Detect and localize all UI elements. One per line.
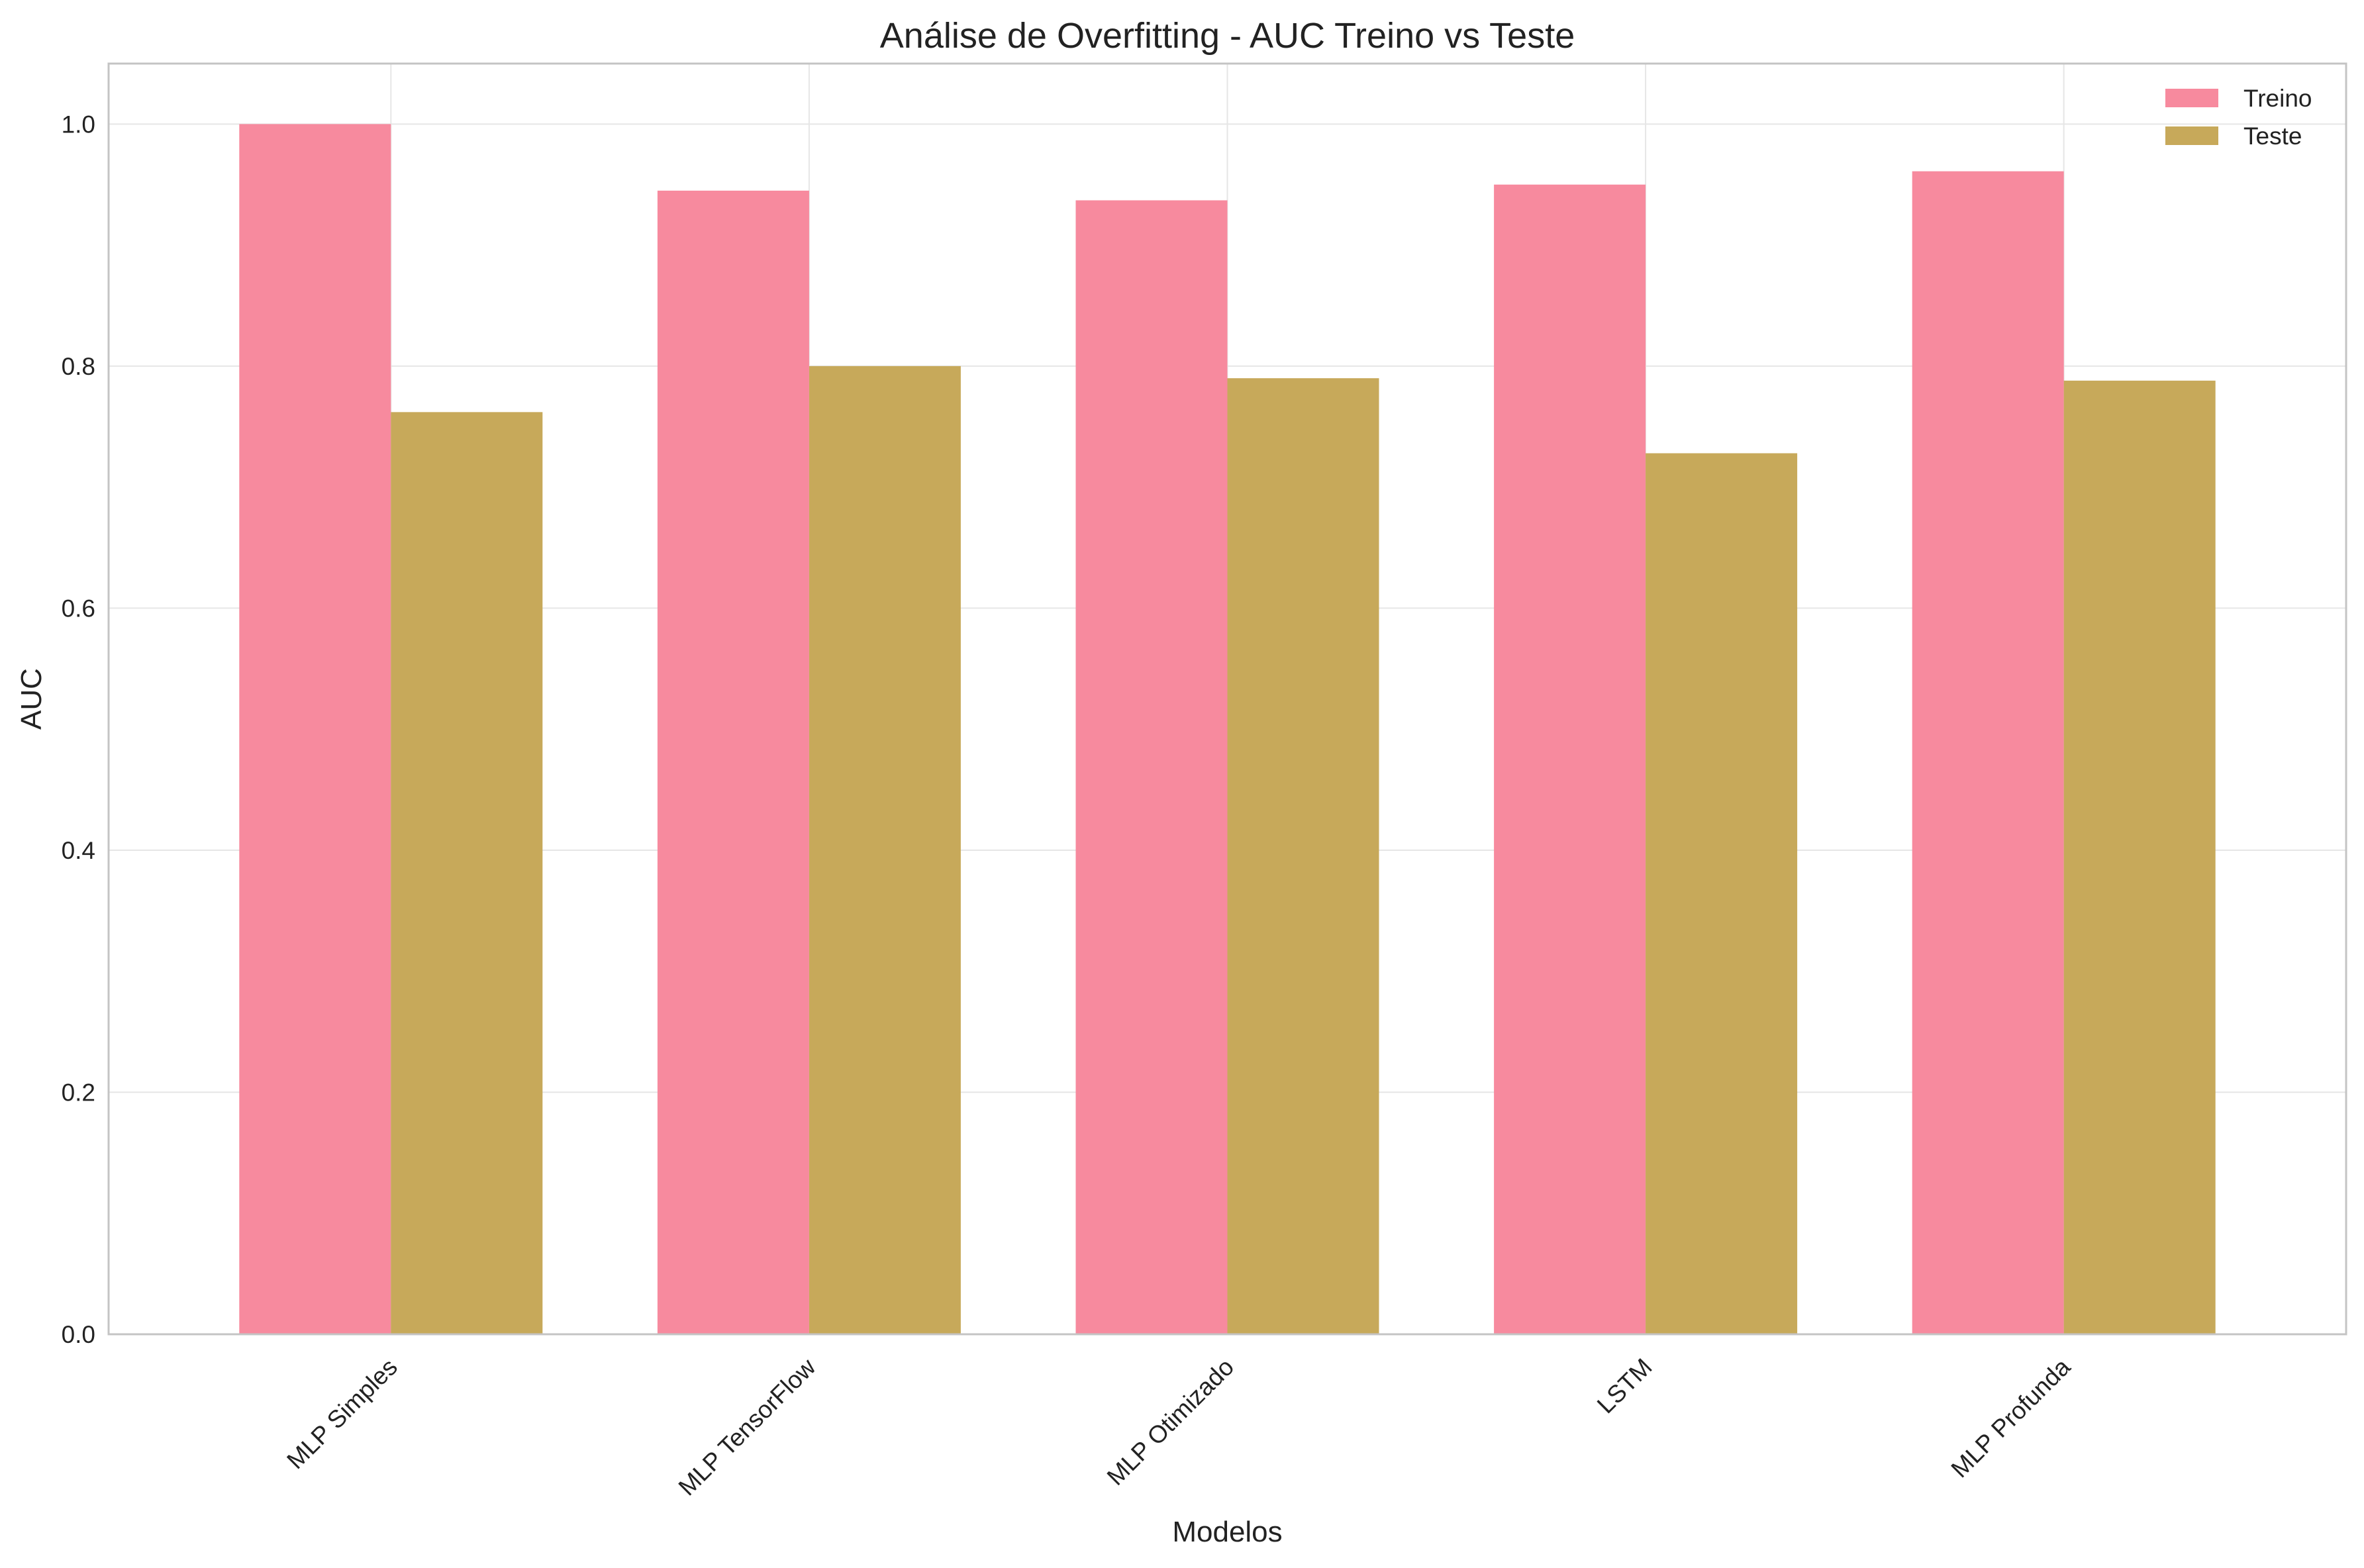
legend-swatch-teste (2165, 126, 2218, 145)
y-tick-label: 0.4 (62, 837, 95, 864)
bars-layer (239, 124, 2216, 1335)
bar-treino-2 (657, 190, 809, 1334)
y-tick-label: 0.2 (62, 1079, 95, 1106)
y-tick-label: 0.0 (62, 1321, 95, 1348)
bar-teste-5 (2063, 380, 2216, 1334)
legend: Treino Teste (2165, 85, 2312, 150)
bar-teste-1 (391, 412, 543, 1335)
bar-teste-2 (809, 366, 961, 1334)
legend-swatch-treino (2165, 89, 2218, 107)
y-axis-label: AUC (15, 668, 48, 730)
bar-teste-3 (1227, 378, 1379, 1335)
y-axis-ticks: 0.0 0.2 0.4 0.6 0.8 1.0 (62, 111, 95, 1348)
bar-treino-1 (239, 124, 391, 1334)
chart-title: Análise de Overfitting - AUC Treino vs T… (880, 16, 1575, 56)
y-tick-label: 0.6 (62, 595, 95, 622)
bar-treino-4 (1494, 184, 1646, 1334)
y-tick-label: 0.8 (62, 353, 95, 380)
bar-treino-3 (1075, 200, 1228, 1334)
legend-label-teste: Teste (2243, 122, 2302, 150)
y-tick-label: 1.0 (62, 111, 95, 138)
bar-treino-5 (1912, 171, 2064, 1334)
legend-label-treino: Treino (2243, 85, 2312, 112)
x-axis-label: Modelos (1172, 1516, 1282, 1548)
bar-teste-4 (1646, 453, 1798, 1334)
plot-frame (107, 62, 2347, 1336)
